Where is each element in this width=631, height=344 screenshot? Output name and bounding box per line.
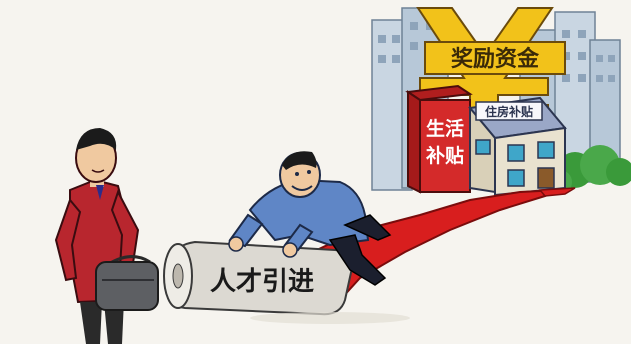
carpet-roll: 人才引进 bbox=[163, 240, 354, 316]
ground-shadow bbox=[250, 312, 410, 324]
housing-subsidy-sign: 住房补贴 bbox=[485, 104, 533, 119]
standing-man bbox=[54, 128, 140, 344]
carpet-roll-text: 人才引进 bbox=[210, 267, 314, 297]
living-subsidy-box: 生活 补贴 bbox=[405, 84, 473, 194]
house: 住房补贴 bbox=[468, 96, 567, 197]
living-subsidy-line1: 生活 bbox=[426, 117, 464, 140]
living-subsidy-line2: 补贴 bbox=[426, 144, 464, 167]
yen-sign-text: 奖励资金 bbox=[451, 46, 540, 72]
rolling-man bbox=[228, 151, 392, 286]
travel-bag bbox=[95, 255, 159, 311]
